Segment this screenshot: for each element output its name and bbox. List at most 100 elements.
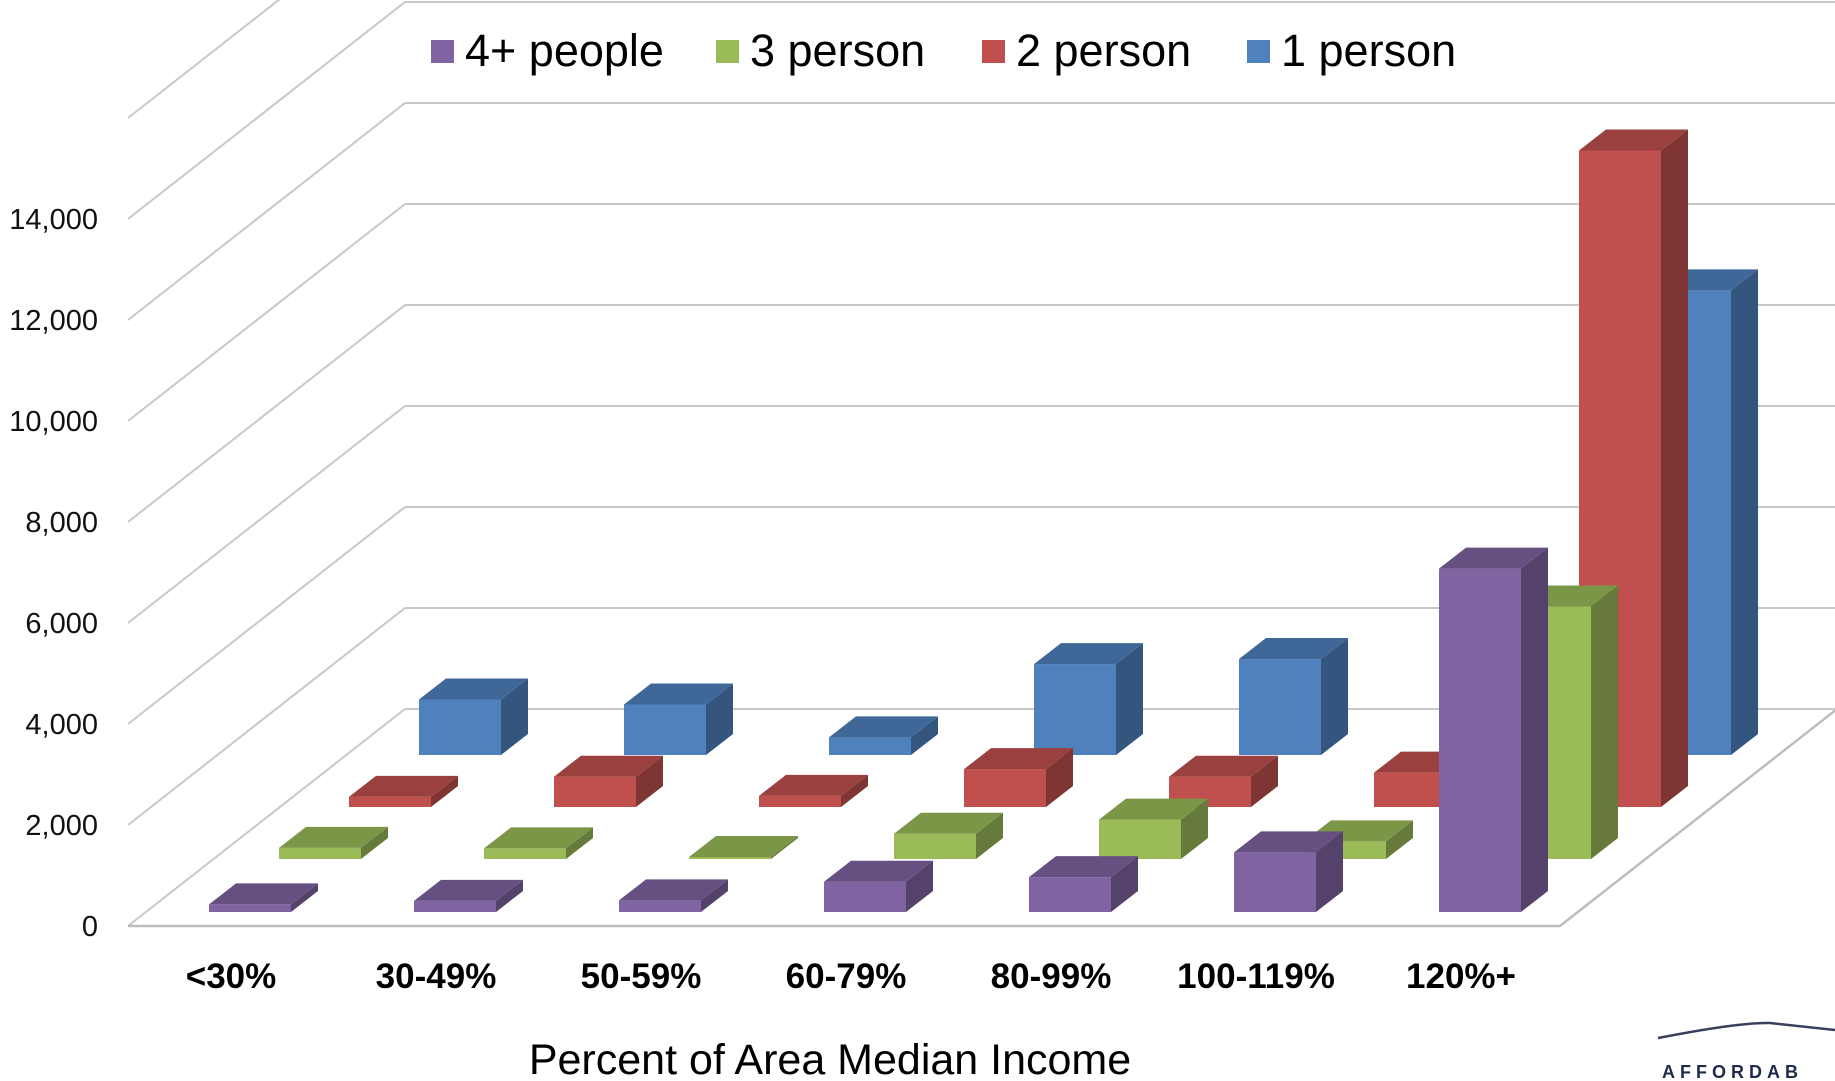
- bar-front: [829, 737, 911, 755]
- bar-front: [1234, 852, 1316, 912]
- x-tick-label: 80-99%: [991, 957, 1112, 996]
- bar-side: [1046, 748, 1073, 807]
- bar-top: [824, 860, 933, 882]
- gridline-side: [127, 304, 406, 523]
- bar-side: [1181, 798, 1208, 859]
- bar-side: [976, 812, 1003, 859]
- chart-floor: [128, 708, 1835, 928]
- gridline-side: [127, 1, 406, 220]
- x-tick-label: <30%: [186, 957, 277, 996]
- bar: [1169, 755, 1278, 807]
- y-tick-label: 6,000: [25, 608, 98, 640]
- legend-swatch: [1247, 40, 1270, 63]
- legend-label: 3 person: [750, 25, 925, 76]
- bar-top: [1169, 755, 1278, 777]
- bar-side: [841, 774, 868, 807]
- y-tick-label: 14,000: [9, 204, 98, 236]
- bar-side: [501, 678, 528, 755]
- legend-label: 1 person: [1281, 25, 1456, 76]
- bar-top: [619, 879, 728, 901]
- bar-side: [636, 755, 663, 807]
- bar-top: [414, 879, 523, 901]
- bar-front: [1029, 877, 1111, 912]
- gridline-side: [127, 102, 406, 321]
- bar-front: [619, 900, 701, 912]
- bar-front: [554, 776, 636, 807]
- bar-top: [1029, 856, 1138, 878]
- bar: [419, 678, 528, 755]
- bar-front: [414, 900, 496, 912]
- bar-front: [624, 704, 706, 755]
- bar-side: [1386, 820, 1413, 859]
- bar: [484, 827, 593, 859]
- bar-side: [291, 883, 318, 912]
- bar-side: [361, 826, 388, 859]
- bar-front: [419, 699, 501, 755]
- bar: [829, 716, 938, 755]
- bar-side: [1111, 856, 1138, 912]
- bar-front: [279, 847, 361, 859]
- gridline-side: [127, 607, 406, 826]
- bars: [209, 129, 1758, 912]
- bar-front: [209, 904, 291, 912]
- bar-side: [1731, 269, 1758, 755]
- bar-front: [824, 881, 906, 912]
- bar-front: [1439, 568, 1521, 912]
- x-tick-label: 50-59%: [581, 957, 702, 996]
- bar: [824, 860, 933, 912]
- bar: [1034, 643, 1143, 755]
- bar-side: [701, 879, 728, 912]
- y-tick-label: 0: [82, 911, 98, 943]
- bar-front: [1034, 664, 1116, 755]
- bar-top: [1239, 638, 1348, 660]
- bar-front: [349, 796, 431, 807]
- bar-side: [431, 775, 458, 807]
- bar-top: [419, 678, 528, 700]
- bar-top: [554, 755, 663, 777]
- bar-side: [1251, 755, 1278, 807]
- gridline-side: [127, 405, 406, 624]
- gridline-side: [127, 0, 281, 119]
- y-tick-label: 2,000: [25, 810, 98, 842]
- x-tick-label: 60-79%: [786, 957, 907, 996]
- bar-front: [759, 795, 841, 807]
- bar-side: [911, 716, 938, 755]
- bar-front: [1239, 659, 1321, 755]
- y-tick-label: 4,000: [25, 709, 98, 741]
- bar-side: [706, 683, 733, 755]
- bar-side: [1521, 547, 1548, 912]
- x-axis-ticks: <30% 30-49% 50-59% 60-79% 80-99% 100-119% 120%…: [186, 957, 1516, 996]
- gridline-side: [127, 203, 406, 422]
- bar-side: [1591, 585, 1618, 859]
- y-axis-ticks: 0 2,000 4,000 6,000 8,000 10,000 12,000 14,000: [9, 204, 98, 943]
- bar: [624, 683, 733, 755]
- x-tick-label: 120%+: [1406, 957, 1516, 996]
- x-axis-title: Percent of Area Median Income: [529, 1036, 1131, 1081]
- bar: [1439, 547, 1548, 912]
- gridline-side: [127, 506, 406, 725]
- bar: [209, 883, 318, 912]
- bar: [1234, 831, 1343, 912]
- x-tick-label: 30-49%: [376, 957, 497, 996]
- x-tick-label: 100-119%: [1177, 957, 1335, 996]
- bar-top: [1034, 643, 1143, 665]
- bar: [1579, 129, 1688, 807]
- bar-front: [689, 856, 771, 859]
- bar-top: [349, 775, 458, 797]
- bar-side: [906, 860, 933, 912]
- y-tick-label: 8,000: [25, 507, 98, 539]
- bar-side: [1316, 831, 1343, 912]
- bar-top: [279, 826, 388, 848]
- bar: [279, 826, 388, 859]
- bar-front: [484, 848, 566, 859]
- bar: [554, 755, 663, 807]
- legend-label: 2 person: [1016, 25, 1191, 76]
- bar-top: [894, 812, 1003, 834]
- bar-top: [964, 748, 1073, 770]
- bar: [1239, 638, 1348, 755]
- bar-side: [1116, 643, 1143, 755]
- legend-swatch: [982, 40, 1005, 63]
- legend: 4+ people 3 person 2 person 1 person: [431, 25, 1456, 76]
- bar-top: [1234, 831, 1343, 853]
